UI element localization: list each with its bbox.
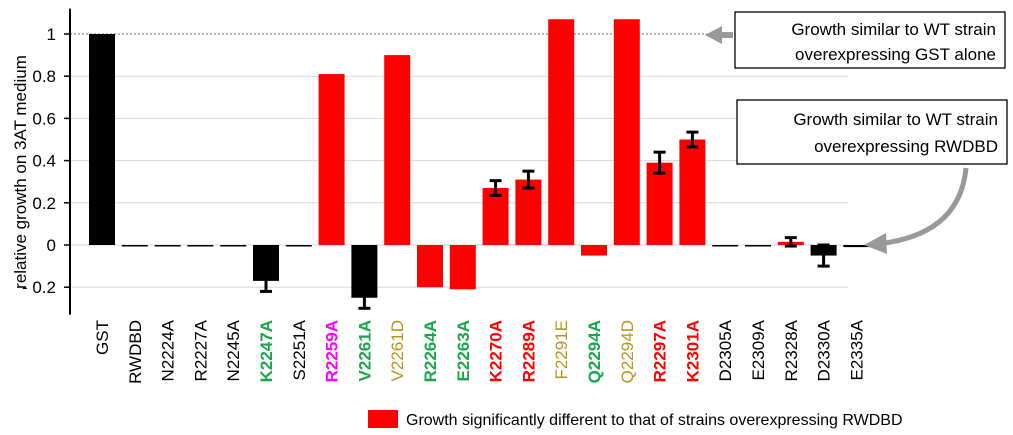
bar-rwdbd <box>121 245 148 247</box>
bar-q2294a <box>581 245 607 256</box>
bar-e2309a <box>745 245 771 247</box>
x-label-r2264a: R2264A <box>421 320 440 382</box>
error-bar-r2289a <box>522 169 535 190</box>
x-label-rwdbd: RWDBD <box>126 320 145 384</box>
x-label-r2297a: R2297A <box>651 320 670 382</box>
annotation-rwdbd: Growth similar to WT strain overexpressi… <box>736 99 1008 254</box>
bar-r2259a <box>318 74 345 245</box>
x-label-q2294a: Q2294A <box>585 320 604 383</box>
x-label-k2270a: K2270A <box>487 320 506 382</box>
bar-k2270a <box>482 188 509 245</box>
error-bar-k2247a <box>260 268 272 293</box>
error-bar-r2328a <box>784 236 797 248</box>
bar-e2263a <box>449 245 476 290</box>
x-tick-labels: GST RWDBD N2224A R2227A N2245A K2247A S2251A R2… <box>93 319 866 384</box>
x-label-q2294d: Q2294D <box>618 320 637 383</box>
x-label-v2261a: V2261A <box>355 320 374 381</box>
annotation-text-line2: overexpressing GST alone <box>795 45 996 64</box>
y-tick-label: 0 <box>47 236 56 255</box>
y-axis-title: relative growth on 3AT medium <box>11 55 30 289</box>
bar-s2251a <box>285 245 312 247</box>
x-label-e2335a: E2335A <box>847 319 866 380</box>
bar-q2294d <box>613 19 640 246</box>
annotation-text-line1: Growth similar to WT strain <box>791 20 996 39</box>
annotation-gst: Growth similar to WT strain overexpressi… <box>705 11 1006 69</box>
bar-v2261d <box>384 55 411 245</box>
bar-r2264a <box>417 245 443 288</box>
bar-k2301a <box>679 139 706 245</box>
bar-d2305a <box>712 245 739 247</box>
y-tick-label: 1 <box>47 25 56 44</box>
bars <box>89 19 870 310</box>
x-label-n2224a: N2224A <box>159 319 178 381</box>
curved-arrow-icon <box>864 167 969 254</box>
x-label-f2291e: F2291E <box>552 320 571 380</box>
y-tick-label: 0.8 <box>32 67 56 86</box>
legend-swatch <box>368 410 398 428</box>
bar-r2297a <box>646 162 673 245</box>
error-bar-r2297a <box>653 150 666 175</box>
x-label-d2330a: D2330A <box>815 319 834 381</box>
bar-r2289a <box>515 179 542 245</box>
x-label-e2263a: E2263A <box>454 320 473 381</box>
legend-label: Growth significantly different to that o… <box>406 412 903 429</box>
annotation-text-line1: Growth similar to WT strain <box>793 110 998 129</box>
error-bar-k2270a <box>489 179 502 197</box>
legend: Growth significantly different to that o… <box>368 410 903 429</box>
y-tick-label: 0.4 <box>32 152 56 171</box>
x-label-r2227a: R2227A <box>191 319 210 381</box>
x-label-e2309a: E2309A <box>749 319 768 380</box>
error-bar-k2301a <box>686 130 699 149</box>
annotation-box <box>734 11 1006 69</box>
annotation-text-line2: overexpressing RWDBD <box>814 137 998 156</box>
y-tick-label: 0.6 <box>32 109 56 128</box>
x-label-k2247a: K2247A <box>257 320 276 382</box>
y-tick-label: - 0.2 <box>22 278 56 297</box>
bar-n2224a <box>154 245 181 247</box>
bar-f2291e <box>548 19 575 246</box>
bar-n2245a <box>220 245 247 247</box>
x-label-s2251a: S2251A <box>290 319 309 380</box>
bar-gst <box>89 34 115 245</box>
bar-e2335a <box>843 245 870 248</box>
x-label-r2328a: R2328A <box>782 319 801 381</box>
x-label-gst: GST <box>93 320 112 355</box>
x-label-d2305a: D2305A <box>716 319 735 381</box>
x-label-r2259a: R2259A <box>323 320 342 382</box>
x-label-k2301a: K2301A <box>683 320 702 382</box>
left-arrow-icon <box>705 26 733 44</box>
error-bar-d2330a <box>817 243 830 268</box>
x-label-n2245a: N2245A <box>224 319 243 381</box>
x-label-r2289a: R2289A <box>519 320 538 382</box>
x-label-v2261d: V2261D <box>388 320 407 381</box>
bar-r2227a <box>187 245 214 247</box>
y-tick-label: 0.2 <box>32 194 56 213</box>
error-bar-v2261a <box>358 285 371 310</box>
annotation-box <box>736 99 1008 165</box>
